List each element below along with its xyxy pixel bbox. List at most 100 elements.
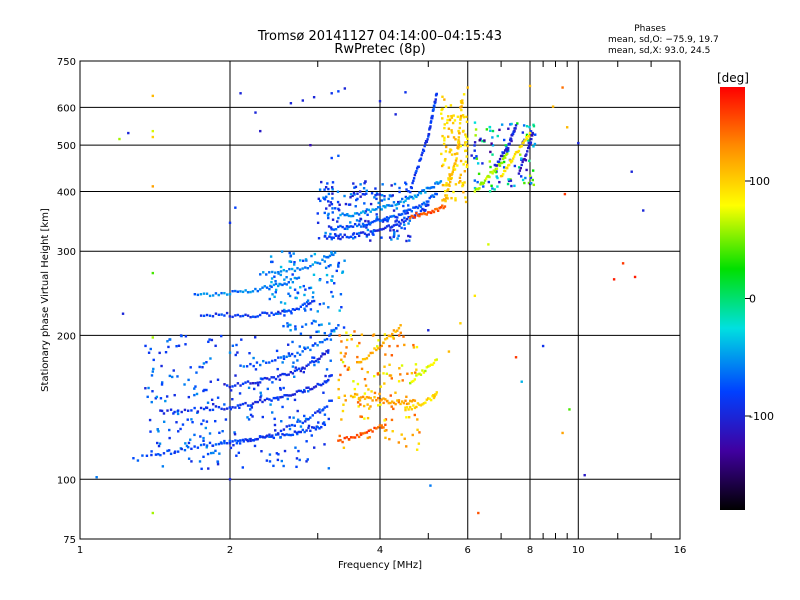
- data-point: [151, 271, 155, 275]
- data-point: [356, 382, 360, 386]
- data-point: [283, 372, 286, 376]
- data-point: [388, 363, 391, 366]
- data-point: [330, 186, 334, 189]
- data-point: [258, 313, 262, 317]
- y-tick-label: 400: [57, 187, 76, 198]
- data-point: [259, 129, 262, 133]
- data-point: [162, 420, 166, 423]
- data-point: [274, 279, 277, 283]
- data-point: [373, 396, 376, 399]
- data-point: [208, 314, 212, 317]
- data-point: [384, 398, 387, 401]
- data-point: [159, 409, 162, 412]
- data-point: [436, 209, 440, 213]
- data-point: [307, 386, 310, 389]
- data-point: [211, 408, 215, 412]
- data-point: [424, 369, 427, 373]
- data-point: [320, 383, 323, 387]
- data-point: [279, 356, 283, 359]
- data-point: [457, 138, 460, 142]
- data-point: [190, 409, 193, 412]
- data-point: [447, 178, 450, 181]
- data-point: [405, 188, 408, 191]
- data-point: [310, 434, 313, 437]
- data-point: [457, 129, 460, 133]
- data-point: [249, 315, 252, 319]
- data-point: [369, 210, 372, 213]
- data-point: [261, 436, 265, 439]
- data-point: [329, 332, 333, 336]
- data-point: [317, 330, 320, 333]
- data-point: [457, 136, 461, 139]
- data-point: [453, 168, 457, 171]
- data-point: [347, 438, 351, 441]
- data-point: [507, 163, 511, 167]
- data-point: [399, 402, 402, 406]
- data-point: [286, 322, 289, 325]
- data-point: [296, 432, 299, 436]
- data-point: [229, 446, 233, 450]
- data-point: [217, 442, 221, 446]
- data-point: [621, 262, 625, 265]
- data-point: [274, 312, 278, 315]
- data-point: [285, 283, 288, 286]
- data-point: [228, 439, 232, 443]
- x-tick-label: 6: [465, 545, 471, 556]
- data-point: [327, 225, 331, 228]
- data-point: [145, 454, 149, 457]
- data-point: [151, 390, 154, 393]
- data-point: [175, 344, 178, 348]
- data-point: [428, 128, 431, 131]
- data-point: [392, 229, 395, 232]
- data-point: [299, 286, 302, 289]
- data-point: [422, 189, 426, 192]
- data-point: [490, 142, 493, 145]
- data-point: [341, 212, 344, 215]
- data-point: [164, 351, 168, 354]
- data-point: [286, 397, 289, 401]
- data-point: [289, 329, 292, 332]
- data-point: [375, 398, 378, 402]
- data-point: [236, 382, 240, 385]
- data-point: [421, 203, 424, 206]
- data-point: [392, 209, 396, 212]
- data-point: [287, 394, 290, 397]
- data-point: [330, 290, 333, 294]
- data-point: [244, 289, 247, 292]
- data-point: [320, 180, 323, 184]
- data-point: [186, 409, 190, 412]
- data-point: [431, 363, 434, 366]
- data-point: [321, 353, 325, 356]
- data-point: [208, 408, 212, 412]
- data-point: [281, 283, 284, 287]
- data-point: [216, 378, 220, 381]
- data-point: [307, 302, 310, 306]
- data-point: [288, 424, 291, 427]
- data-point: [322, 391, 325, 394]
- data-point: [291, 372, 295, 375]
- data-point: [483, 139, 486, 142]
- data-point: [375, 197, 378, 201]
- data-point: [217, 293, 220, 297]
- data-point: [367, 396, 371, 399]
- data-point: [491, 153, 494, 156]
- data-point: [209, 380, 212, 383]
- data-point: [457, 142, 461, 146]
- data-point: [345, 338, 349, 342]
- data-point: [339, 439, 342, 442]
- data-point: [298, 268, 302, 271]
- data-point: [346, 227, 349, 231]
- data-point: [196, 293, 200, 297]
- data-point: [371, 399, 374, 402]
- data-point: [498, 128, 501, 132]
- data-point: [407, 408, 410, 411]
- data-point: [301, 303, 305, 306]
- data-point: [294, 366, 297, 369]
- data-point: [416, 402, 420, 405]
- data-point: [367, 429, 371, 432]
- data-point: [563, 192, 567, 196]
- data-point: [314, 359, 318, 363]
- data-point: [233, 431, 236, 434]
- data-point: [393, 182, 397, 186]
- data-point: [343, 87, 347, 90]
